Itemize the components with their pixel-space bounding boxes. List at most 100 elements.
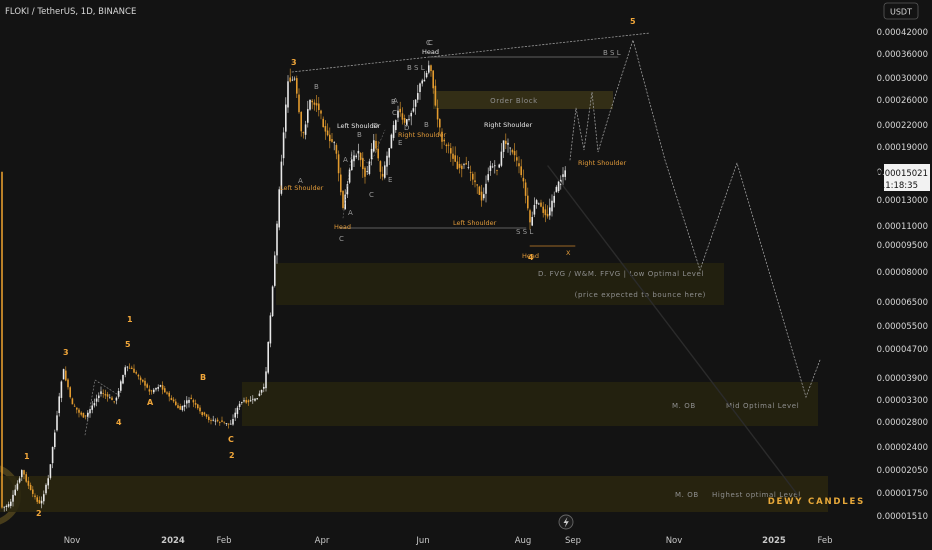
candle-body bbox=[159, 385, 162, 387]
candle-body bbox=[296, 78, 298, 94]
candle-body bbox=[432, 70, 434, 89]
candle-body bbox=[333, 142, 335, 144]
wave-g-e3: E bbox=[398, 139, 402, 147]
candle-body bbox=[461, 165, 463, 170]
candle-body bbox=[106, 394, 109, 397]
candle-body bbox=[476, 184, 478, 186]
candle-body bbox=[102, 393, 104, 394]
currency-badge-label: USDT bbox=[890, 8, 912, 17]
candle-body bbox=[357, 150, 360, 154]
candle-body bbox=[520, 166, 522, 176]
candle-body bbox=[276, 223, 278, 256]
candle-body bbox=[73, 405, 76, 407]
candle-body bbox=[124, 367, 126, 375]
candle-body bbox=[309, 99, 311, 110]
x-tick-label: Jun bbox=[415, 536, 429, 546]
candle-body bbox=[412, 108, 415, 112]
candle-body bbox=[320, 110, 322, 114]
candle-body bbox=[56, 415, 58, 431]
y-tick-label: 0.00008000 bbox=[877, 268, 928, 278]
candle-body bbox=[375, 140, 377, 149]
candle-body bbox=[348, 169, 351, 183]
candle-body bbox=[335, 145, 338, 154]
bsl-top-label: B S L bbox=[603, 49, 621, 57]
candle-body bbox=[104, 394, 107, 396]
candle-body bbox=[518, 163, 520, 167]
candles bbox=[1, 60, 566, 512]
x-tick-label: 2025 bbox=[762, 536, 786, 546]
candle-body bbox=[179, 406, 181, 410]
candle-body bbox=[304, 124, 307, 135]
order-block-zone bbox=[433, 91, 613, 109]
candle-body bbox=[109, 397, 111, 399]
candle-body bbox=[491, 166, 494, 168]
candle-body bbox=[463, 164, 465, 166]
candle-body bbox=[549, 207, 551, 216]
candle-body bbox=[516, 157, 518, 161]
candle-body bbox=[443, 139, 445, 142]
countdown: 11:18:35 bbox=[880, 181, 918, 191]
wave-1-label: 1 bbox=[24, 452, 30, 461]
ssl-label: S S L bbox=[516, 228, 533, 236]
candle-body bbox=[538, 203, 540, 205]
candle-body bbox=[384, 165, 386, 178]
head-right-label: Head bbox=[522, 252, 539, 260]
candle-body bbox=[43, 494, 45, 502]
candle-body bbox=[346, 184, 349, 195]
candle-body bbox=[511, 149, 514, 153]
projected-path bbox=[569, 38, 821, 399]
candle-body bbox=[544, 209, 547, 216]
candle-body bbox=[291, 79, 294, 81]
candle-body bbox=[289, 77, 291, 82]
wave-g-d3: D bbox=[404, 124, 409, 132]
bsl-mid-label: B S L bbox=[407, 64, 425, 72]
currency-badge[interactable] bbox=[883, 2, 919, 20]
candle-body bbox=[269, 315, 272, 344]
wave-5b-label: 5 bbox=[630, 17, 636, 26]
left-shoulder-1-label: Left Shoulder bbox=[280, 184, 324, 192]
candle-body bbox=[5, 505, 8, 508]
candle-body bbox=[392, 125, 395, 138]
y-axis: USDT 0.00042000 0.00036000 0.00030000 0.000… bbox=[877, 2, 930, 522]
wave-g-a1: A bbox=[298, 177, 303, 185]
candle-body bbox=[540, 202, 542, 207]
y-tick-label: 0.00036000 bbox=[877, 50, 928, 60]
candle-body bbox=[89, 409, 91, 414]
x-tick-label: Aug bbox=[515, 536, 532, 546]
candle-body bbox=[71, 398, 74, 405]
candle-body bbox=[258, 393, 261, 396]
candle-body bbox=[95, 398, 98, 402]
candle-body bbox=[302, 132, 305, 134]
candle-body bbox=[194, 403, 197, 405]
candle-body bbox=[379, 161, 382, 172]
candle-body bbox=[421, 80, 423, 84]
candle-body bbox=[223, 421, 225, 423]
candle-body bbox=[256, 398, 258, 400]
wave-g-a2: A bbox=[343, 156, 348, 164]
y-tick-label: 0.00005500 bbox=[877, 322, 928, 332]
wave-g-c4: C bbox=[426, 39, 431, 47]
candle-body bbox=[166, 392, 168, 394]
candle-body bbox=[282, 132, 285, 159]
candle-body bbox=[247, 400, 250, 403]
candle-body bbox=[146, 384, 148, 388]
candle-body bbox=[227, 423, 230, 425]
y-tick-label: 0.00022000 bbox=[877, 121, 928, 131]
candle-body bbox=[285, 104, 287, 132]
candle-body bbox=[313, 102, 316, 105]
x-mark-label: X bbox=[566, 249, 571, 257]
wave-labels: 1 2 3 4 5 1 B A C 2 3 4 5 B A C A B C D … bbox=[24, 17, 636, 518]
candle-body bbox=[410, 112, 412, 117]
order-block-label: Order Block bbox=[490, 97, 538, 105]
candle-body bbox=[430, 65, 432, 72]
candle-body bbox=[441, 131, 443, 142]
candle-body bbox=[485, 183, 487, 194]
candle-body bbox=[186, 400, 188, 404]
x-tick-label: 2024 bbox=[161, 536, 185, 546]
wave-g-e2: E bbox=[388, 176, 392, 184]
candle-body bbox=[472, 173, 474, 180]
x-tick-label: Nov bbox=[666, 536, 683, 546]
lightning-icon[interactable] bbox=[558, 514, 574, 530]
x-tick-label: Nov bbox=[64, 536, 81, 546]
